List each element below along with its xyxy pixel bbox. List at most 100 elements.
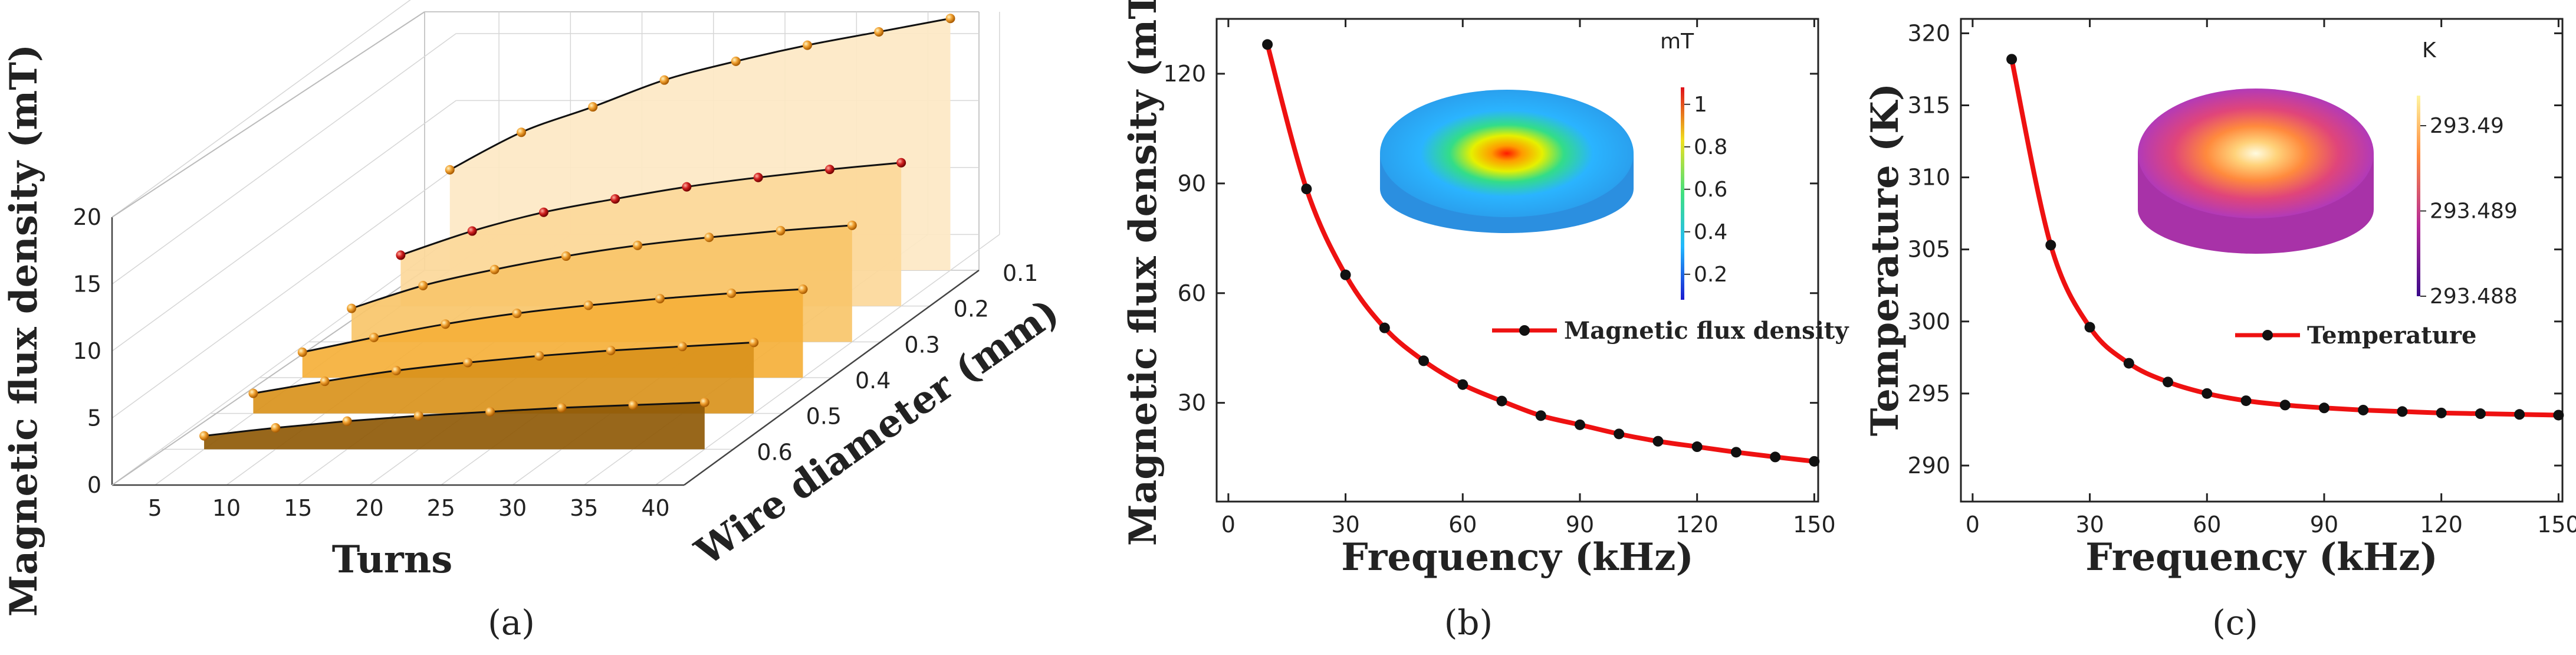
panel-a-series-line-0.1 — [449, 17, 951, 171]
panel-c-legend-marker — [2262, 330, 2273, 340]
data-point — [2318, 402, 2329, 414]
panel-a-data-point — [588, 102, 598, 112]
panel-a-data-point — [418, 280, 428, 290]
panel-a-data-point — [610, 194, 620, 204]
panel-a-series-line-0.5 — [253, 341, 754, 395]
panel-c-ticks: 0 30 60 90 120 150 290 295 300 305 310 315 320 — [1907, 19, 2576, 538]
panel-a-data-point — [798, 284, 808, 294]
panel-a-data-point — [682, 182, 692, 192]
panel-a-data-point — [749, 338, 759, 348]
data-point — [1340, 269, 1351, 280]
x-tick-label: 60 — [2193, 512, 2221, 538]
panel-a-3d-chart: 0 5 10 15 20 5 10 15 20 25 30 35 40 0.1 0.2 0.3 0.4 0.5 0.… — [2, 0, 1067, 643]
panel-c-colorbar-labels: 293.49 293.489 293.488 — [2420, 114, 2518, 309]
panel-a-data-point — [583, 300, 593, 310]
panel-a-z-tick-label: 0.4 — [855, 368, 891, 394]
y-tick-label: 120 — [1163, 61, 1206, 87]
y-tick-label: 300 — [1907, 309, 1950, 335]
data-point — [1770, 451, 1781, 463]
panel-a-data-point — [753, 172, 763, 182]
panel-a-data-point — [557, 402, 567, 412]
panel-a-z-tick-label: 0.1 — [1003, 260, 1038, 286]
series-line — [2009, 58, 2559, 418]
data-point — [1496, 395, 1507, 407]
panel-b-colorbar-label: 0.4 — [1694, 220, 1727, 244]
panel-a-data-point — [727, 288, 737, 298]
panel-b-colorbar-label: 1 — [1694, 93, 1707, 117]
panel-a-y-axis-title: Magnetic flux density (mT) — [2, 44, 46, 617]
panel-a-x-tick-label: 30 — [498, 495, 527, 521]
panel-c-series — [2006, 54, 2564, 421]
panel-a-y-tick-label: 20 — [73, 204, 101, 230]
series-line — [1265, 44, 1815, 464]
panel-a-data-point — [731, 56, 741, 66]
data-point — [1809, 456, 1820, 467]
data-point — [2084, 322, 2095, 333]
data-point — [2358, 404, 2369, 415]
panel-c-plot-frame — [1960, 18, 2564, 503]
panel-c-x-axis-title: Frequency (kHz) — [2085, 535, 2437, 579]
panel-a-data-point — [824, 165, 834, 175]
y-tick-label: 290 — [1907, 453, 1950, 479]
panel-a-label: (a) — [488, 602, 535, 643]
x-tick-label: 150 — [1793, 512, 1836, 538]
panel-a-wall-gridline — [111, 234, 456, 486]
panel-a-data-point — [342, 416, 352, 426]
panel-a-data-point — [704, 232, 714, 243]
panel-a-x-tick-label: 20 — [355, 495, 383, 521]
panel-a-data-point — [677, 342, 687, 352]
panel-a-data-point — [633, 240, 643, 250]
panel-c-y-axis-title: Temperature (K) — [1863, 83, 1907, 436]
panel-b-colorbar-unit: mT — [1660, 30, 1694, 54]
panel-b-series — [1262, 39, 1820, 467]
panel-c-colorbar-label: 293.488 — [2430, 284, 2518, 309]
x-tick-label: 60 — [1448, 512, 1477, 538]
y-tick-label: 30 — [1178, 390, 1206, 416]
panel-a-data-point — [441, 319, 451, 329]
panel-a-ribbon-0.5 — [253, 342, 754, 414]
x-tick-label: 150 — [2537, 512, 2576, 538]
panel-a-y-tick-label: 0 — [87, 472, 101, 498]
panel-c-colorbar-label: 293.49 — [2430, 114, 2504, 138]
panel-a-series-line-0.4 — [302, 288, 803, 353]
panel-b-colorbar — [1681, 87, 1684, 300]
panel-c-legend: Temperature — [2235, 322, 2476, 349]
y-tick-label: 310 — [1907, 165, 1950, 191]
panel-a-ribbons — [199, 14, 955, 450]
data-point — [1574, 419, 1585, 430]
panel-a-data-point — [659, 75, 669, 85]
data-point — [1457, 379, 1468, 390]
panel-b-colorbar-label: 0.6 — [1694, 178, 1727, 202]
panel-a-data-point — [467, 226, 477, 236]
panel-a-floor-gridline — [655, 234, 1000, 486]
data-point — [1652, 435, 1664, 447]
x-tick-label: 90 — [1566, 512, 1594, 538]
y-tick-label: 60 — [1178, 280, 1206, 306]
panel-c-legend-label: Temperature — [2307, 322, 2476, 349]
data-point — [1301, 184, 1312, 195]
panel-a-data-point — [874, 27, 884, 37]
panel-a-data-point — [413, 411, 423, 421]
panel-a-y-tick-label: 10 — [73, 338, 101, 364]
data-point — [2045, 240, 2056, 251]
panel-a-data-point — [847, 220, 857, 230]
data-point — [1730, 447, 1742, 458]
y-tick-label: 295 — [1907, 381, 1950, 407]
panel-a-z-tick-label: 0.5 — [806, 404, 842, 430]
panel-c-chart: K 293.49 293.489 293.488 0 30 60 90 120 150 290 2… — [1863, 18, 2576, 643]
panel-a-data-point — [463, 358, 473, 368]
panel-a-data-point — [896, 158, 906, 168]
data-point — [2163, 376, 2174, 388]
x-tick-label: 120 — [2420, 512, 2463, 538]
panel-a-data-point — [347, 303, 357, 313]
panel-a-data-point — [369, 332, 379, 342]
data-point — [2514, 409, 2525, 420]
panel-c-inset-disk — [2138, 89, 2374, 254]
panel-b-chart: mT 10.80.60.40.2 0 30 60 90 120 150306090120 … — [1121, 0, 1849, 643]
panel-b-legend-label: Magnetic flux density — [1564, 317, 1849, 345]
x-tick-label: 90 — [2310, 512, 2338, 538]
panel-a-data-point — [538, 207, 548, 217]
panel-b-inset-disk — [1380, 90, 1634, 233]
panel-a-data-point — [320, 376, 330, 387]
